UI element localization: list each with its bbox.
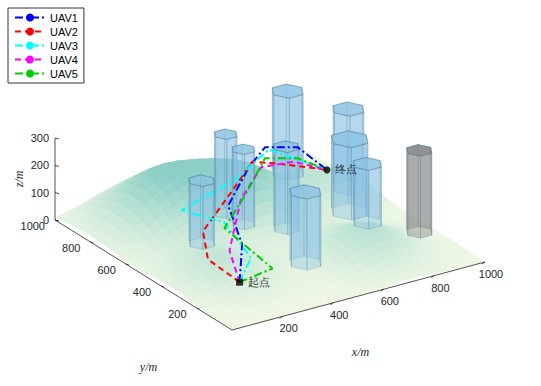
svg-text:终点: 终点: [335, 163, 357, 176]
svg-text:400: 400: [133, 286, 151, 298]
svg-text:起点: 起点: [248, 276, 270, 289]
svg-text:800: 800: [431, 282, 449, 294]
svg-text:800: 800: [62, 242, 80, 254]
svg-text:600: 600: [381, 295, 399, 307]
svg-text:200: 200: [279, 322, 297, 334]
svg-text:1000: 1000: [21, 220, 45, 232]
svg-text:400: 400: [330, 309, 348, 321]
svg-text:UAV5: UAV5: [50, 68, 78, 80]
svg-text:UAV1: UAV1: [50, 12, 78, 24]
svg-text:z/m: z/m: [12, 170, 26, 188]
svg-text:x/m: x/m: [351, 345, 370, 359]
svg-text:y/m: y/m: [139, 360, 158, 374]
svg-text:300: 300: [31, 132, 49, 144]
svg-text:UAV2: UAV2: [50, 26, 78, 38]
svg-text:600: 600: [97, 264, 115, 276]
svg-text:100: 100: [31, 187, 49, 199]
svg-text:UAV4: UAV4: [50, 54, 78, 66]
svg-text:UAV3: UAV3: [50, 40, 78, 52]
svg-text:200: 200: [31, 159, 49, 171]
svg-text:1000: 1000: [479, 268, 503, 280]
svg-text:200: 200: [168, 308, 186, 320]
svg-text:0: 0: [43, 214, 49, 226]
